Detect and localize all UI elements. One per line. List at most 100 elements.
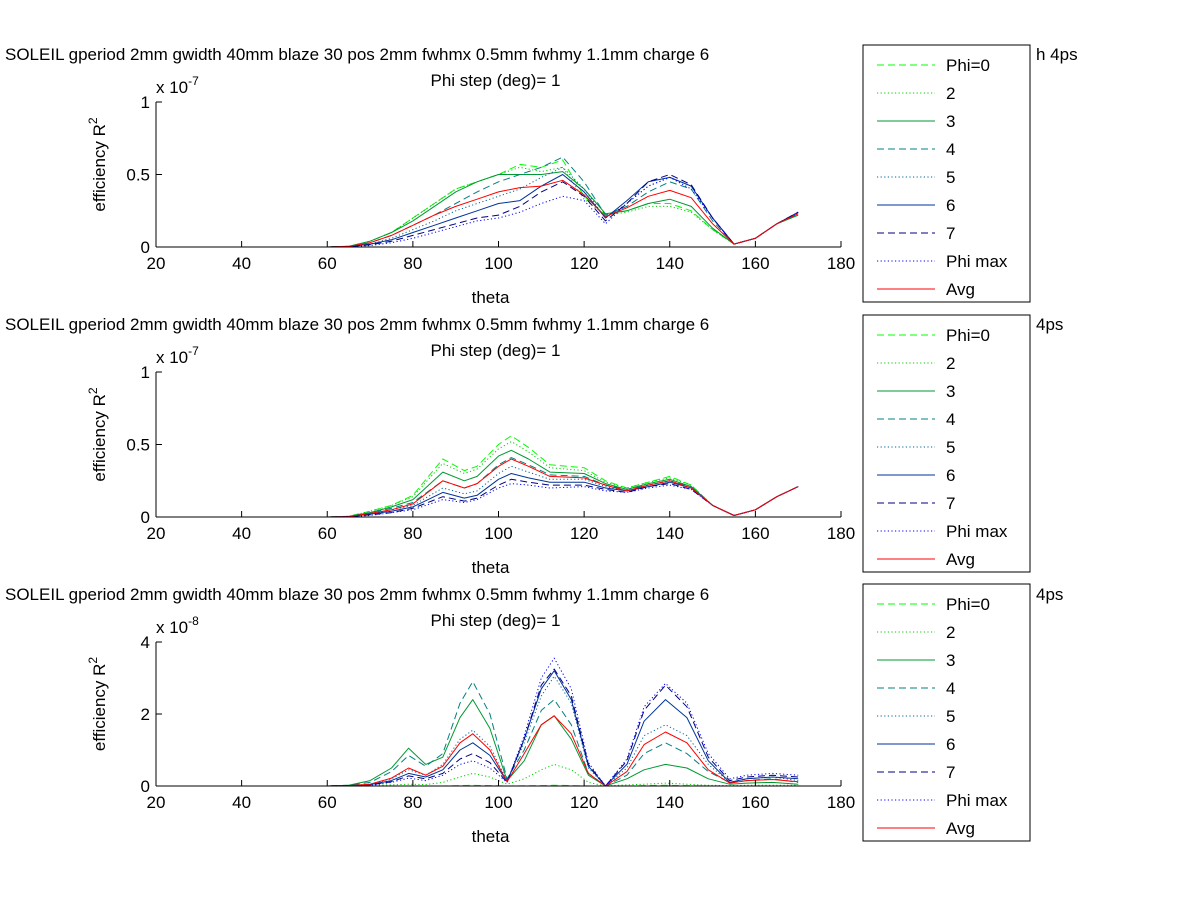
x-tick-label: 140 — [656, 524, 684, 543]
legend-label: 3 — [946, 382, 955, 401]
x-axis-label: theta — [472, 558, 510, 577]
legend-label: 5 — [946, 707, 955, 726]
series-group — [198, 156, 799, 247]
y-axis-label: efficiency R2 — [86, 387, 109, 482]
legend-label: 7 — [946, 224, 955, 243]
x-tick-label: 40 — [232, 254, 251, 273]
chart-panel-1: 20 40 60 80 100 120 140 160 180 0 0.5 1 x 10-7 theta e… — [5, 44, 1078, 307]
y-tick-label: 2 — [141, 705, 150, 724]
legend-label: 5 — [946, 168, 955, 187]
y-tick-label: 0 — [141, 508, 150, 527]
legend-label: 7 — [946, 763, 955, 782]
y-exponent-label: x 10-7 — [156, 74, 199, 97]
x-tick-label: 180 — [827, 254, 855, 273]
x-tick-label: 100 — [484, 254, 512, 273]
x-tick-label: 80 — [403, 254, 422, 273]
x-tick-label: 20 — [147, 793, 166, 812]
x-tick-label: 100 — [484, 524, 512, 543]
legend-label: 4 — [946, 679, 955, 698]
legend: Phi=0 2 3 4 5 6 7 Phi max Avg — [862, 314, 1031, 573]
chart-title: SOLEIL gperiod 2mm gwidth 40mm blaze 30 … — [5, 315, 709, 334]
x-tick-label: 20 — [147, 254, 166, 273]
y-tick-label: 0 — [141, 777, 150, 796]
legend-label: Phi max — [946, 252, 1008, 271]
chart-title: SOLEIL gperiod 2mm gwidth 40mm blaze 30 … — [5, 45, 709, 64]
x-tick-label: 160 — [741, 524, 769, 543]
x-tick-label: 120 — [570, 254, 598, 273]
y-tick-label: 0.5 — [126, 436, 150, 455]
series-group — [198, 435, 799, 517]
x-tick-label: 100 — [484, 793, 512, 812]
x-tick-label: 120 — [570, 524, 598, 543]
legend-label: 6 — [946, 196, 955, 215]
series-line-9 — [198, 179, 799, 247]
legend-label: Avg — [946, 819, 975, 838]
x-tick-label: 140 — [656, 254, 684, 273]
x-tick-label: 140 — [656, 793, 684, 812]
y-exponent-label: x 10-8 — [156, 614, 199, 637]
x-tick-label: 60 — [318, 524, 337, 543]
legend-label: 4 — [946, 140, 955, 159]
chart-subtitle: Phi step (deg)= 1 — [431, 341, 561, 360]
x-tick-label: 60 — [318, 793, 337, 812]
legend-label: 2 — [946, 623, 955, 642]
x-tick-label: 180 — [827, 793, 855, 812]
legend: Phi=0 2 3 4 5 6 7 Phi max Avg — [862, 583, 1031, 842]
legend-label: 3 — [946, 112, 955, 131]
chart-title-tail: h 4ps — [1036, 45, 1078, 64]
legend-label: 6 — [946, 466, 955, 485]
series-line-1 — [198, 435, 799, 517]
x-tick-label: 120 — [570, 793, 598, 812]
y-tick-label: 4 — [141, 633, 150, 652]
series-line-7 — [198, 668, 799, 786]
legend-label: Phi max — [946, 522, 1008, 541]
legend-label: 2 — [946, 84, 955, 103]
chart-title-tail: 4ps — [1036, 585, 1063, 604]
series-line-5 — [198, 166, 799, 247]
series-line-2 — [198, 763, 799, 786]
legend: Phi=0 2 3 4 5 6 7 Phi max Avg — [862, 44, 1031, 303]
x-tick-label: 180 — [827, 524, 855, 543]
legend-label: 4 — [946, 410, 955, 429]
series-line-4 — [198, 681, 799, 786]
legend-label: 5 — [946, 438, 955, 457]
y-tick-label: 1 — [141, 363, 150, 382]
legend-label: Phi=0 — [946, 595, 990, 614]
chart-panel-2: 20 40 60 80 100 120 140 160 180 0 0.5 1 x 10-7 theta e… — [5, 314, 1063, 577]
chart-subtitle: Phi step (deg)= 1 — [431, 71, 561, 90]
chart-title-tail: 4ps — [1036, 315, 1063, 334]
y-axis-label: efficiency R2 — [86, 657, 109, 752]
x-tick-label: 40 — [232, 793, 251, 812]
legend-label: Phi=0 — [946, 326, 990, 345]
series-line-9 — [198, 458, 799, 517]
x-tick-label: 80 — [403, 793, 422, 812]
legend-label: Avg — [946, 280, 975, 299]
y-tick-label: 1 — [141, 93, 150, 112]
series-line-9 — [198, 715, 799, 786]
series-line-5 — [198, 675, 799, 786]
x-tick-label: 160 — [741, 254, 769, 273]
legend-label: 7 — [946, 494, 955, 513]
y-tick-label: 0.5 — [126, 166, 150, 185]
y-exponent-label: x 10-7 — [156, 344, 199, 367]
legend-label: Avg — [946, 550, 975, 569]
x-tick-label: 60 — [318, 254, 337, 273]
series-line-6 — [198, 670, 799, 786]
legend-label: 2 — [946, 354, 955, 373]
legend-label: 6 — [946, 735, 955, 754]
x-tick-label: 80 — [403, 524, 422, 543]
chart-subtitle: Phi step (deg)= 1 — [431, 611, 561, 630]
series-line-8 — [198, 657, 799, 786]
series-line-7 — [198, 174, 799, 247]
chart-panel-3: 20 40 60 80 100 120 140 160 180 0 2 4 x 10-8 theta eff… — [5, 583, 1063, 846]
x-tick-label: 20 — [147, 524, 166, 543]
x-axis-label: theta — [472, 288, 510, 307]
legend-label: Phi=0 — [946, 56, 990, 75]
legend-label: Phi max — [946, 791, 1008, 810]
series-line-5 — [198, 465, 799, 517]
x-tick-label: 40 — [232, 524, 251, 543]
chart-title: SOLEIL gperiod 2mm gwidth 40mm blaze 30 … — [5, 585, 709, 604]
x-tick-label: 160 — [741, 793, 769, 812]
series-line-3 — [198, 171, 799, 247]
